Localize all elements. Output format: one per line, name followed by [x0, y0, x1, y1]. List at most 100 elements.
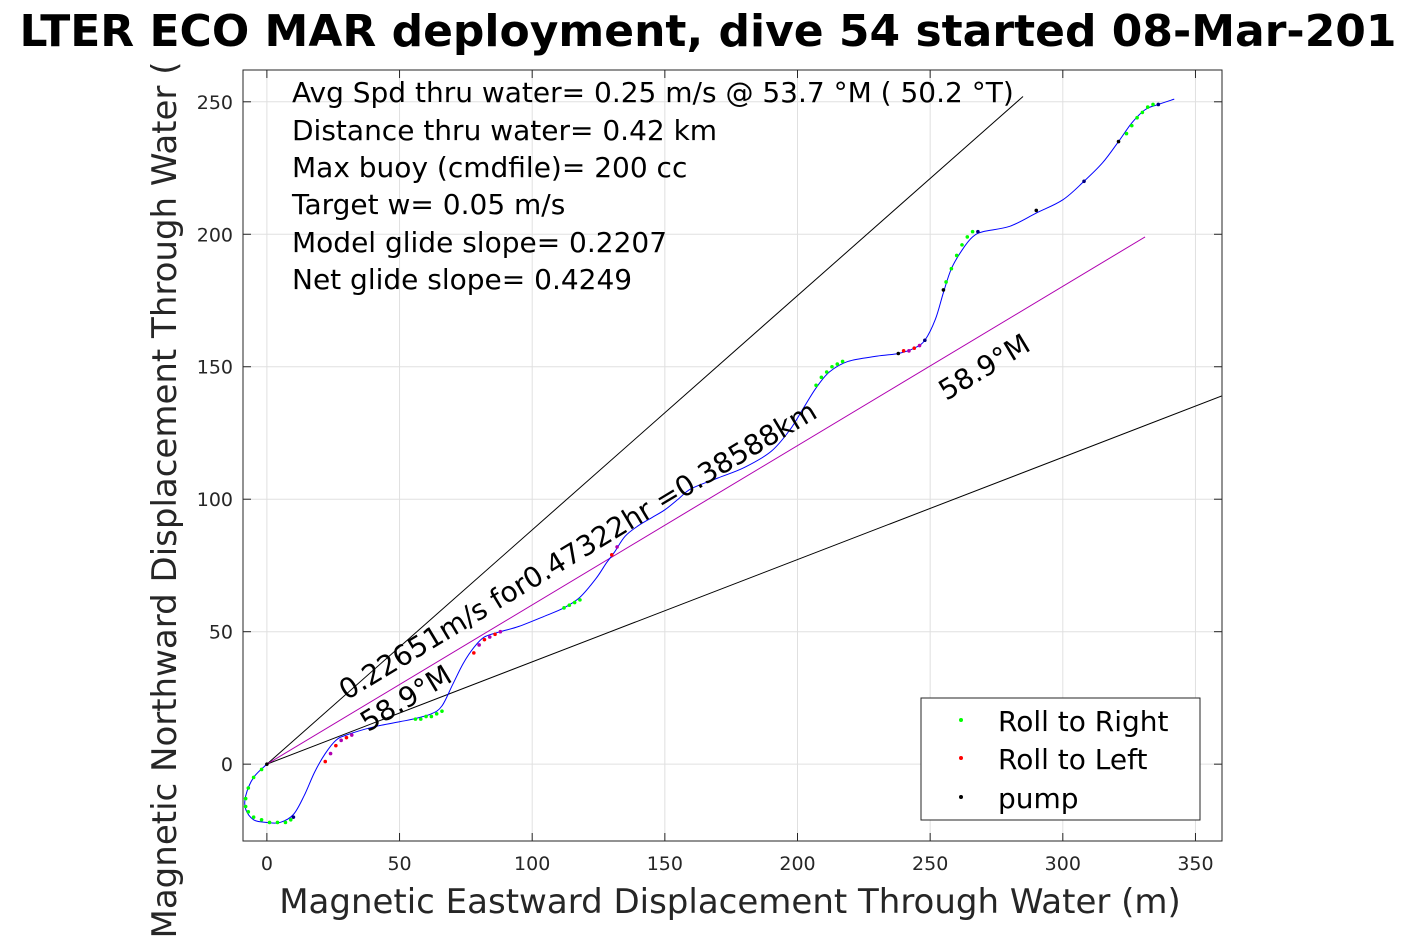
marker-pump	[1034, 208, 1039, 213]
annotation-max-buoy: Max buoy (cmdfile)= 200 cc	[292, 151, 687, 184]
marker-roll-to-left	[472, 651, 476, 655]
marker-pump	[896, 351, 901, 356]
marker-roll-to-left	[901, 349, 906, 353]
annotation-block: Avg Spd thru water= 0.25 m/s @ 53.7 °M (…	[291, 76, 1014, 296]
marker-pump	[941, 288, 946, 292]
net-track	[266, 236, 1146, 765]
marker-roll-to-right	[944, 280, 948, 284]
legend-label-roll-left: Roll to Left	[998, 743, 1147, 776]
marker-roll-to-right	[949, 266, 954, 271]
marker-roll-to-right	[572, 600, 577, 605]
marker-roll-to-right	[429, 714, 434, 719]
marker-roll-to-right	[824, 370, 829, 374]
annotation-distance: Distance thru water= 0.42 km	[292, 114, 717, 147]
marker-roll-to-right	[954, 253, 959, 258]
marker-roll-to-left	[323, 759, 328, 764]
y-tick-label: 200	[197, 224, 233, 246]
x-tick-label: 250	[912, 853, 948, 875]
x-tick-label: 200	[779, 853, 815, 875]
marker-roll-to-right	[418, 717, 423, 721]
marker-roll-to-right	[1129, 123, 1134, 128]
marker-roll-to-left	[487, 635, 492, 639]
marker-roll-to-left	[482, 637, 487, 642]
marker-roll-to-right	[246, 786, 251, 790]
marker-roll-to-right	[970, 229, 975, 234]
marker-roll-to-right	[814, 383, 818, 388]
heading-line-lower	[266, 395, 1222, 765]
legend-label-pump: pump	[998, 782, 1079, 815]
legend-marker-roll-left	[959, 756, 963, 760]
y-tick-label: 0	[221, 754, 233, 776]
marker-roll-to-right	[1124, 131, 1129, 136]
marker-roll-to-left	[349, 733, 354, 737]
marker-roll-to-left	[334, 743, 338, 748]
marker-roll-to-right	[424, 714, 428, 719]
marker-roll-to-right	[243, 804, 248, 809]
marker-roll-to-right	[267, 820, 272, 825]
marker-roll-to-right	[434, 712, 439, 716]
legend-marker-pump	[959, 795, 963, 799]
marker-roll-to-left	[615, 545, 619, 549]
marker-roll-to-left	[912, 346, 917, 350]
marker-roll-to-left	[907, 349, 911, 353]
x-tick-label: 150	[647, 853, 683, 875]
marker-roll-to-right	[1135, 115, 1139, 120]
marker-roll-to-right	[259, 767, 264, 772]
marker-group	[243, 102, 1161, 825]
marker-roll-to-right	[578, 598, 582, 602]
heading-line-upper	[266, 96, 1024, 765]
glider-track	[244, 98, 1175, 824]
marker-roll-to-right	[1140, 110, 1145, 115]
marker-pump	[1082, 179, 1086, 184]
marker-roll-to-right	[246, 810, 251, 814]
legend-label-roll-right: Roll to Right	[998, 705, 1169, 738]
legend: Roll to Right Roll to Left pump	[920, 697, 1201, 821]
marker-roll-to-right	[283, 820, 288, 825]
legend-marker-roll-right	[959, 718, 963, 722]
marker-roll-to-right	[562, 606, 566, 610]
x-tick-label: 300	[1045, 853, 1081, 875]
marker-roll-to-right	[835, 362, 840, 366]
marker-roll-to-right	[1145, 105, 1150, 109]
y-tick-label: 50	[209, 622, 233, 644]
grid	[243, 70, 1222, 841]
x-tick-label: 0	[261, 853, 273, 875]
marker-roll-to-right	[830, 364, 834, 369]
marker-roll-to-right	[819, 375, 824, 380]
marker-roll-to-right	[965, 235, 970, 239]
glider-track-group	[244, 98, 1175, 824]
y-tick-label: 100	[197, 489, 233, 511]
marker-roll-to-right	[440, 709, 444, 713]
y-axis-label: Magnetic Northward Displacement Through …	[145, 62, 185, 939]
marker-roll-to-right	[1151, 102, 1155, 107]
x-tick-label: 350	[1177, 853, 1213, 875]
marker-roll-to-right	[251, 775, 256, 780]
annotation-target-w: Target w= 0.05 m/s	[291, 188, 565, 221]
x-axis-label: Magnetic Eastward Displacement Through W…	[279, 882, 1181, 922]
marker-roll-to-right	[251, 815, 256, 819]
x-tick-label: 50	[387, 853, 411, 875]
marker-roll-to-right	[413, 717, 418, 721]
legend-box	[920, 697, 1201, 821]
marker-roll-to-right	[960, 243, 964, 247]
marker-pump	[976, 229, 980, 234]
x-tick-label: 100	[514, 853, 550, 875]
marker-roll-to-left	[609, 553, 614, 557]
annotation-model-glide-slope: Model glide slope= 0.2207	[292, 226, 667, 259]
marker-roll-to-right	[243, 796, 248, 801]
marker-roll-to-left	[477, 643, 481, 647]
marker-pump	[1116, 139, 1121, 144]
marker-roll-to-right	[840, 359, 845, 364]
marker-pump	[923, 338, 927, 343]
plot-frame	[242, 69, 1223, 842]
reference-lines	[266, 96, 1222, 765]
marker-roll-to-left	[339, 738, 343, 743]
marker-roll-to-right	[567, 603, 572, 607]
marker-roll-to-left	[498, 629, 503, 634]
marker-pump	[1156, 102, 1161, 107]
marker-pump	[291, 815, 296, 819]
y-tick-label: 250	[197, 92, 233, 114]
marker-pump	[265, 762, 269, 766]
marker-roll-to-right	[275, 820, 280, 825]
marker-roll-to-left	[328, 751, 333, 756]
